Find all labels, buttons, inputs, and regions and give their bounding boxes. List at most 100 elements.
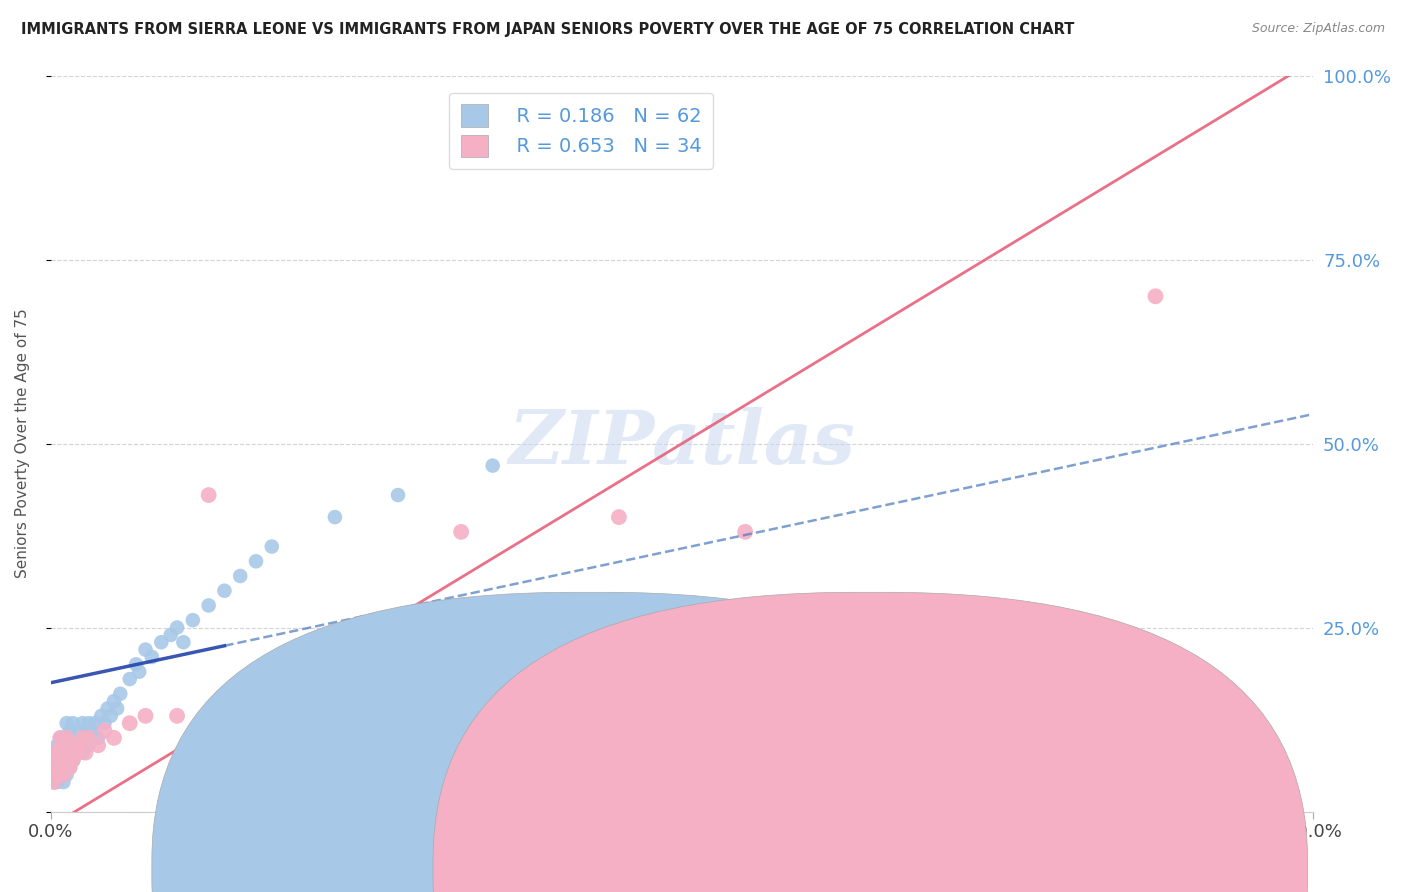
- Point: [450, 524, 472, 539]
- Point: [181, 613, 204, 627]
- Point: [77, 716, 100, 731]
- Point: [214, 583, 236, 598]
- Point: [97, 701, 120, 715]
- Text: Source: ZipAtlas.com: Source: ZipAtlas.com: [1251, 22, 1385, 36]
- Point: [62, 716, 84, 731]
- Point: [118, 672, 141, 686]
- Point: [42, 760, 65, 774]
- Point: [229, 569, 252, 583]
- Point: [42, 768, 65, 782]
- Point: [292, 716, 315, 731]
- Point: [245, 554, 267, 568]
- Point: [387, 488, 409, 502]
- Point: [55, 753, 77, 767]
- Point: [65, 731, 87, 745]
- Point: [46, 753, 69, 767]
- Point: [481, 458, 503, 473]
- Point: [49, 760, 72, 774]
- Point: [67, 739, 90, 753]
- Point: [67, 723, 90, 738]
- Point: [46, 768, 69, 782]
- Point: [128, 665, 150, 679]
- Y-axis label: Seniors Poverty Over the Age of 75: Seniors Poverty Over the Age of 75: [15, 309, 30, 578]
- Point: [72, 731, 94, 745]
- Point: [260, 540, 283, 554]
- Point: [52, 739, 75, 753]
- Point: [62, 753, 84, 767]
- Point: [172, 635, 194, 649]
- Point: [55, 739, 77, 753]
- Point: [103, 731, 125, 745]
- Point: [118, 716, 141, 731]
- Point: [166, 620, 188, 634]
- Point: [42, 746, 65, 760]
- Legend:   R = 0.186   N = 62,   R = 0.653   N = 34: R = 0.186 N = 62, R = 0.653 N = 34: [449, 93, 713, 169]
- Point: [87, 739, 110, 753]
- Point: [125, 657, 148, 672]
- Text: ZIPatlas: ZIPatlas: [509, 408, 855, 480]
- Point: [52, 760, 75, 774]
- Point: [49, 731, 72, 745]
- Point: [55, 753, 77, 767]
- Point: [42, 760, 65, 774]
- Point: [62, 753, 84, 767]
- Point: [52, 775, 75, 789]
- Point: [103, 694, 125, 708]
- Point: [197, 488, 219, 502]
- Point: [59, 760, 82, 774]
- Point: [59, 723, 82, 738]
- Point: [49, 746, 72, 760]
- Point: [72, 716, 94, 731]
- Point: [607, 510, 630, 524]
- Point: [134, 709, 156, 723]
- Point: [134, 642, 156, 657]
- Point: [65, 746, 87, 760]
- Point: [734, 524, 756, 539]
- Text: Immigrants from Japan: Immigrants from Japan: [860, 855, 1052, 872]
- Point: [87, 731, 110, 745]
- Point: [49, 760, 72, 774]
- Point: [105, 701, 128, 715]
- Point: [141, 649, 163, 664]
- Point: [55, 731, 77, 745]
- Point: [84, 716, 107, 731]
- Point: [80, 723, 103, 738]
- Point: [150, 635, 173, 649]
- Point: [245, 709, 267, 723]
- Point: [59, 760, 82, 774]
- Point: [55, 768, 77, 782]
- Text: Immigrants from Sierra Leone: Immigrants from Sierra Leone: [578, 855, 828, 872]
- Point: [197, 599, 219, 613]
- Point: [59, 746, 82, 760]
- Point: [100, 709, 122, 723]
- Point: [356, 701, 378, 715]
- Point: [166, 709, 188, 723]
- Point: [59, 746, 82, 760]
- Point: [110, 687, 132, 701]
- Point: [49, 768, 72, 782]
- Point: [75, 746, 97, 760]
- Point: [52, 731, 75, 745]
- Point: [93, 716, 115, 731]
- Point: [46, 760, 69, 774]
- Point: [42, 746, 65, 760]
- Point: [52, 768, 75, 782]
- Point: [72, 746, 94, 760]
- Point: [46, 775, 69, 789]
- Point: [77, 731, 100, 745]
- Point: [90, 709, 112, 723]
- Point: [323, 510, 346, 524]
- Point: [62, 739, 84, 753]
- Point: [159, 628, 181, 642]
- Text: IMMIGRANTS FROM SIERRA LEONE VS IMMIGRANTS FROM JAPAN SENIORS POVERTY OVER THE A: IMMIGRANTS FROM SIERRA LEONE VS IMMIGRAN…: [21, 22, 1074, 37]
- Point: [1144, 289, 1167, 303]
- Point: [77, 739, 100, 753]
- Point: [65, 746, 87, 760]
- Point: [75, 731, 97, 745]
- Point: [42, 775, 65, 789]
- Point: [52, 746, 75, 760]
- Point: [93, 723, 115, 738]
- Point: [62, 739, 84, 753]
- Point: [49, 731, 72, 745]
- Point: [46, 739, 69, 753]
